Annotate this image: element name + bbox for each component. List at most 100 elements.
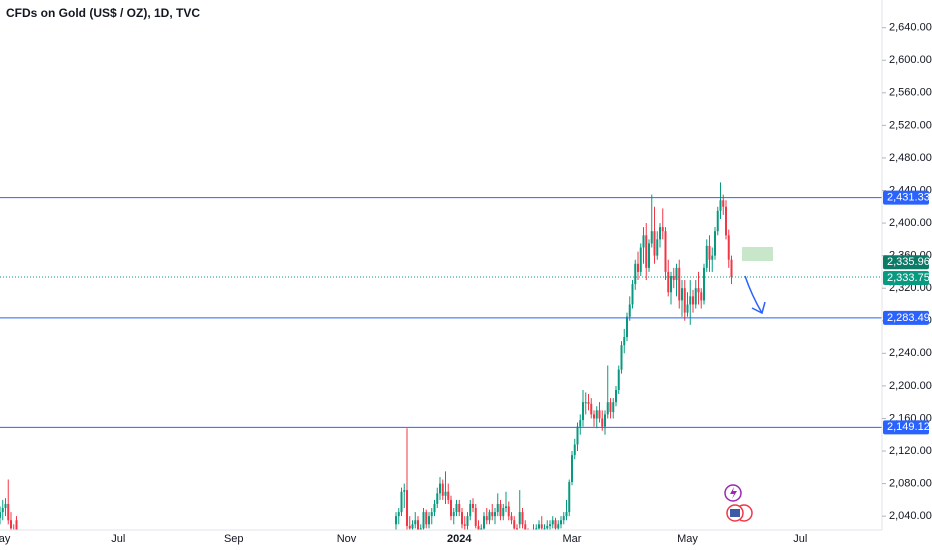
candle-body bbox=[400, 491, 403, 513]
candle-body bbox=[716, 210, 719, 232]
candle-body bbox=[587, 402, 590, 404]
candle-body bbox=[430, 512, 433, 517]
candle-body bbox=[395, 516, 397, 525]
candle-body bbox=[642, 235, 645, 248]
candle-body bbox=[15, 520, 18, 530]
candle-body bbox=[648, 243, 650, 268]
candle-body bbox=[419, 528, 422, 530]
candle-body bbox=[422, 512, 425, 529]
lightning bbox=[730, 487, 737, 499]
candle-body bbox=[650, 231, 653, 244]
candle-body bbox=[518, 512, 521, 525]
candle-body bbox=[491, 512, 494, 517]
candle-body bbox=[692, 296, 694, 305]
candle-body bbox=[730, 259, 733, 278]
candle-body bbox=[461, 512, 463, 525]
candle-body bbox=[524, 524, 527, 530]
level-label: 2,283.49 bbox=[887, 312, 930, 324]
candle-body bbox=[433, 503, 436, 513]
candle-body bbox=[554, 520, 557, 529]
candle-body bbox=[436, 493, 439, 504]
candle-body bbox=[705, 245, 708, 268]
candle-body bbox=[727, 235, 730, 260]
candle-body bbox=[477, 525, 480, 530]
candle-body bbox=[675, 267, 678, 281]
candle-body bbox=[527, 534, 529, 549]
candle-body bbox=[639, 247, 642, 272]
candle-body bbox=[4, 503, 7, 509]
candle-body bbox=[711, 255, 714, 260]
candle-body bbox=[661, 227, 664, 232]
candle-body bbox=[670, 275, 672, 293]
price-label: 2,333.75 bbox=[887, 272, 930, 284]
candle-body bbox=[530, 545, 532, 549]
y-tick-label: 2,040.00 bbox=[889, 510, 932, 522]
candle-body bbox=[13, 532, 15, 536]
y-tick-label: 2,320.00 bbox=[889, 282, 932, 294]
candle-body bbox=[683, 288, 686, 313]
candle-body bbox=[488, 512, 491, 521]
y-tick-label: 2,560.00 bbox=[889, 87, 932, 99]
candle-body bbox=[703, 267, 705, 301]
candle-body bbox=[535, 528, 538, 530]
candle-body bbox=[549, 524, 551, 526]
candle-body bbox=[414, 520, 417, 525]
candle-body bbox=[521, 512, 524, 525]
level-label-box bbox=[883, 190, 929, 205]
last-price-box bbox=[883, 255, 929, 270]
candle-body bbox=[631, 284, 634, 305]
candle-body bbox=[441, 483, 444, 496]
candle-body bbox=[582, 402, 584, 421]
candle-body bbox=[708, 245, 711, 260]
x-tick-label: Nov bbox=[337, 533, 357, 545]
candle-body bbox=[463, 524, 466, 526]
y-tick-label: 2,600.00 bbox=[889, 54, 932, 66]
candle-body bbox=[626, 316, 628, 338]
candle-body bbox=[719, 200, 722, 211]
candle-body bbox=[609, 402, 612, 412]
candle-body bbox=[428, 516, 430, 525]
candle-body bbox=[562, 516, 565, 521]
candle-body bbox=[689, 296, 692, 305]
candle-body bbox=[397, 512, 400, 517]
candle-body bbox=[576, 426, 579, 445]
y-tick-label: 2,640.00 bbox=[889, 22, 932, 34]
candle-body bbox=[628, 304, 631, 317]
x-tick-label: May bbox=[677, 533, 698, 545]
candle-body bbox=[10, 520, 12, 529]
price-label-box bbox=[883, 271, 929, 286]
candle-body bbox=[697, 288, 700, 293]
target-zone bbox=[742, 247, 773, 261]
candle-body bbox=[450, 499, 452, 517]
candle-body bbox=[659, 227, 661, 240]
candle-body bbox=[483, 516, 485, 529]
y-tick-label: 2,240.00 bbox=[889, 347, 932, 359]
y-tick-label: 2,080.00 bbox=[889, 478, 932, 490]
flag bbox=[730, 509, 740, 517]
candle-body bbox=[573, 444, 576, 456]
candle-body bbox=[485, 516, 488, 521]
candle-body bbox=[590, 403, 593, 415]
candle-body bbox=[425, 512, 428, 525]
candle-body bbox=[474, 508, 477, 526]
candle-body bbox=[496, 503, 499, 513]
candle-body bbox=[612, 402, 615, 412]
candle-body bbox=[551, 520, 554, 525]
candle-body bbox=[615, 389, 617, 403]
candle-body bbox=[439, 483, 441, 494]
candle-body bbox=[565, 512, 568, 517]
candle-body bbox=[637, 263, 639, 272]
chart-title: CFDs on Gold (US$ / OZ), 1D, TVC bbox=[6, 6, 200, 20]
candle-body bbox=[672, 275, 675, 281]
x-tick-label: May bbox=[0, 533, 11, 545]
candle-body bbox=[505, 506, 507, 509]
candle-body bbox=[499, 503, 502, 517]
candle-body bbox=[722, 200, 725, 207]
x-tick-label: 2024 bbox=[447, 533, 472, 545]
candle-body bbox=[667, 271, 670, 293]
candle-body bbox=[0, 512, 1, 518]
candle-body bbox=[540, 524, 543, 529]
candle-body bbox=[533, 532, 535, 544]
candle-body bbox=[417, 520, 419, 530]
